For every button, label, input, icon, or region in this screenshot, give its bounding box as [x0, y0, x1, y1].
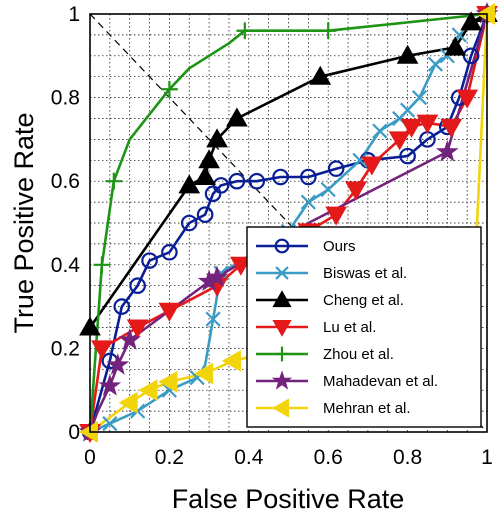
- data-point-biswas-et-al: [411, 90, 428, 106]
- data-point-ours: [196, 206, 214, 223]
- data-point-biswas-et-al: [427, 56, 443, 72]
- data-point-zhou-et-al: [161, 80, 178, 98]
- data-point-ours: [248, 172, 266, 190]
- legend-label-biswas-et-al: Biswas et al.: [323, 265, 407, 282]
- data-point-lu-et-al: [400, 118, 423, 138]
- data-point-zhou-et-al: [93, 256, 111, 274]
- data-point-lu-et-al: [91, 340, 113, 360]
- data-point-zhou-et-al: [236, 22, 254, 40]
- data-point-ours: [212, 177, 230, 194]
- x-axis-ticks: 0 0.2 0.4 0.6 0.8 1: [84, 446, 493, 469]
- data-point-lu-et-al: [126, 319, 149, 339]
- data-point-mehran-et-al: [158, 370, 178, 393]
- legend-marker-biswas-et-al: [275, 266, 289, 280]
- x-axis-label: False Positive Rate: [172, 484, 405, 514]
- series-line-zhou-et-al: [90, 14, 487, 432]
- x-tick-label: 0.8: [393, 446, 422, 469]
- data-point-ours: [180, 214, 198, 232]
- data-point-mehran-et-al: [194, 362, 214, 385]
- data-point-lu-et-al: [361, 156, 383, 176]
- legend-marker-cheng-et-al: [272, 290, 292, 308]
- y-tick-label: 0.4: [51, 254, 81, 277]
- data-point-biswas-et-al: [205, 311, 221, 327]
- data-point-biswas-et-al: [372, 123, 388, 139]
- data-point-ours: [327, 160, 345, 177]
- y-tick-label: 1: [68, 3, 80, 26]
- y-tick-label: 0.8: [51, 87, 80, 110]
- plot-frame: [89, 13, 488, 433]
- legend-label-mahadevan-et-al: Mahadevan et al.: [323, 373, 438, 390]
- legend-marker-lu-et-al: [272, 319, 292, 337]
- data-point-mehran-et-al: [221, 350, 241, 372]
- legend-marker-ours: [274, 238, 290, 254]
- data-point-biswas-et-al: [102, 416, 118, 432]
- x-tick-label: 0.6: [314, 446, 343, 469]
- data-point-zhou-et-al: [105, 172, 123, 190]
- data-point-cheng-et-al: [309, 65, 332, 85]
- y-tick-label: 0.6: [51, 170, 80, 193]
- legend: Ours Biswas et al. Cheng et al. Lu et al. Zh…: [246, 226, 482, 428]
- series-line-ours: [90, 14, 487, 432]
- data-point-mehran-et-al: [118, 391, 138, 414]
- data-point-ours: [129, 277, 146, 294]
- legend-marker-zhou-et-al: [274, 346, 290, 362]
- data-point-zhou-et-al: [319, 22, 337, 40]
- data-point-biswas-et-al: [300, 194, 316, 210]
- x-tick-label: 0: [84, 446, 96, 469]
- data-point-cheng-et-al: [444, 36, 467, 56]
- data-point-mahadevan-et-al: [98, 374, 122, 396]
- data-point-ours: [141, 252, 158, 269]
- data-point-lu-et-al: [345, 181, 367, 201]
- data-point-mahadevan-et-al: [435, 139, 459, 162]
- data-point-biswas-et-al: [352, 152, 368, 168]
- data-point-ours: [228, 172, 246, 190]
- x-tick-label: 0.2: [155, 446, 184, 469]
- y-axis-label: True Positive Rate: [9, 112, 39, 333]
- data-point-ours: [161, 243, 178, 261]
- legend-label-zhou-et-al: Zhou et al.: [323, 346, 394, 363]
- legend-label-mehran-et-al: Mehran et al.: [323, 400, 411, 417]
- data-point-mahadevan-et-al: [205, 265, 229, 288]
- data-point-mahadevan-et-al: [118, 328, 142, 350]
- data-point-biswas-et-al: [400, 102, 416, 118]
- data-point-cheng-et-al: [460, 11, 482, 31]
- data-point-cheng-et-al: [178, 174, 201, 194]
- data-point-ours: [300, 168, 317, 186]
- data-point-cheng-et-al: [206, 128, 228, 148]
- y-tick-label: 0.2: [51, 337, 80, 360]
- data-point-ours: [113, 298, 131, 315]
- data-point-cheng-et-al: [198, 149, 220, 169]
- data-point-ours: [272, 168, 289, 186]
- data-point-ours: [462, 47, 480, 65]
- data-point-mehran-et-al: [138, 379, 158, 402]
- data-point-biswas-et-al: [320, 181, 336, 198]
- legend-label-lu-et-al: Lu et al.: [323, 319, 376, 336]
- legend-label-cheng-et-al: Cheng et al.: [323, 292, 404, 309]
- data-point-lu-et-al: [158, 302, 181, 322]
- legend-label-ours: Ours: [323, 238, 356, 255]
- data-point-cheng-et-al: [194, 166, 216, 186]
- data-point-lu-et-al: [229, 256, 252, 276]
- data-point-lu-et-al: [416, 114, 439, 134]
- data-point-lu-et-al: [325, 206, 348, 226]
- legend-marker-mehran-et-al: [272, 398, 290, 418]
- data-point-cheng-et-al: [226, 107, 248, 127]
- data-point-lu-et-al: [456, 89, 479, 109]
- legend-marker-mahadevan-et-al: [271, 370, 293, 390]
- data-point-lu-et-al: [388, 131, 411, 151]
- y-tick-label: 0: [68, 421, 80, 444]
- data-point-mahadevan-et-al: [106, 353, 130, 375]
- x-tick-label: 1: [481, 446, 493, 469]
- y-axis-ticks: 0 0.2 0.4 0.6 0.8 1: [51, 3, 81, 444]
- data-point-lu-et-al: [440, 118, 463, 138]
- data-point-cheng-et-al: [396, 44, 419, 64]
- data-point-ours: [399, 147, 416, 165]
- x-tick-label: 0.4: [234, 446, 264, 469]
